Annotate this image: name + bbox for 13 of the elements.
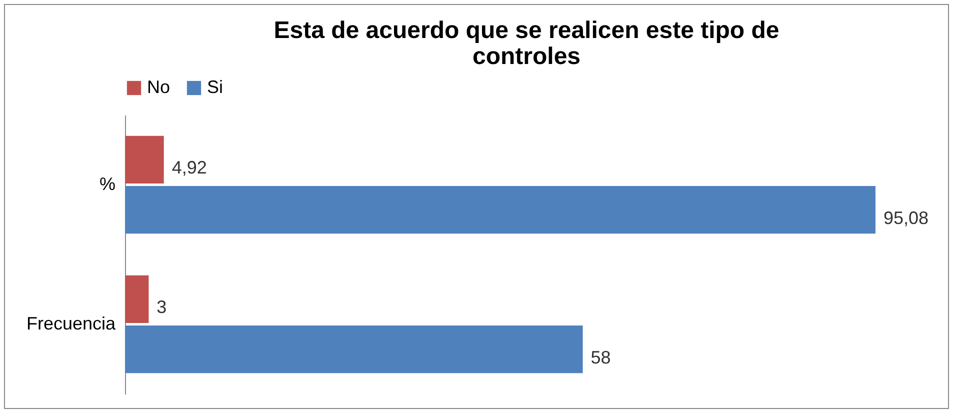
bar xyxy=(125,275,149,323)
chart-title: Esta de acuerdo que se realicen este tipo de controles xyxy=(274,17,780,70)
data-label: 58 xyxy=(590,347,611,368)
legend-label: No xyxy=(147,77,170,97)
bar xyxy=(125,136,164,184)
data-label: 95,08 xyxy=(883,208,929,228)
bar xyxy=(125,186,876,234)
y-tick-label: % xyxy=(99,174,116,194)
legend-label: Si xyxy=(207,77,224,97)
data-label: 3 xyxy=(156,297,167,318)
bar xyxy=(125,326,583,374)
y-tick-label: Frecuencia xyxy=(26,313,116,334)
data-label: 4,92 xyxy=(172,158,207,178)
